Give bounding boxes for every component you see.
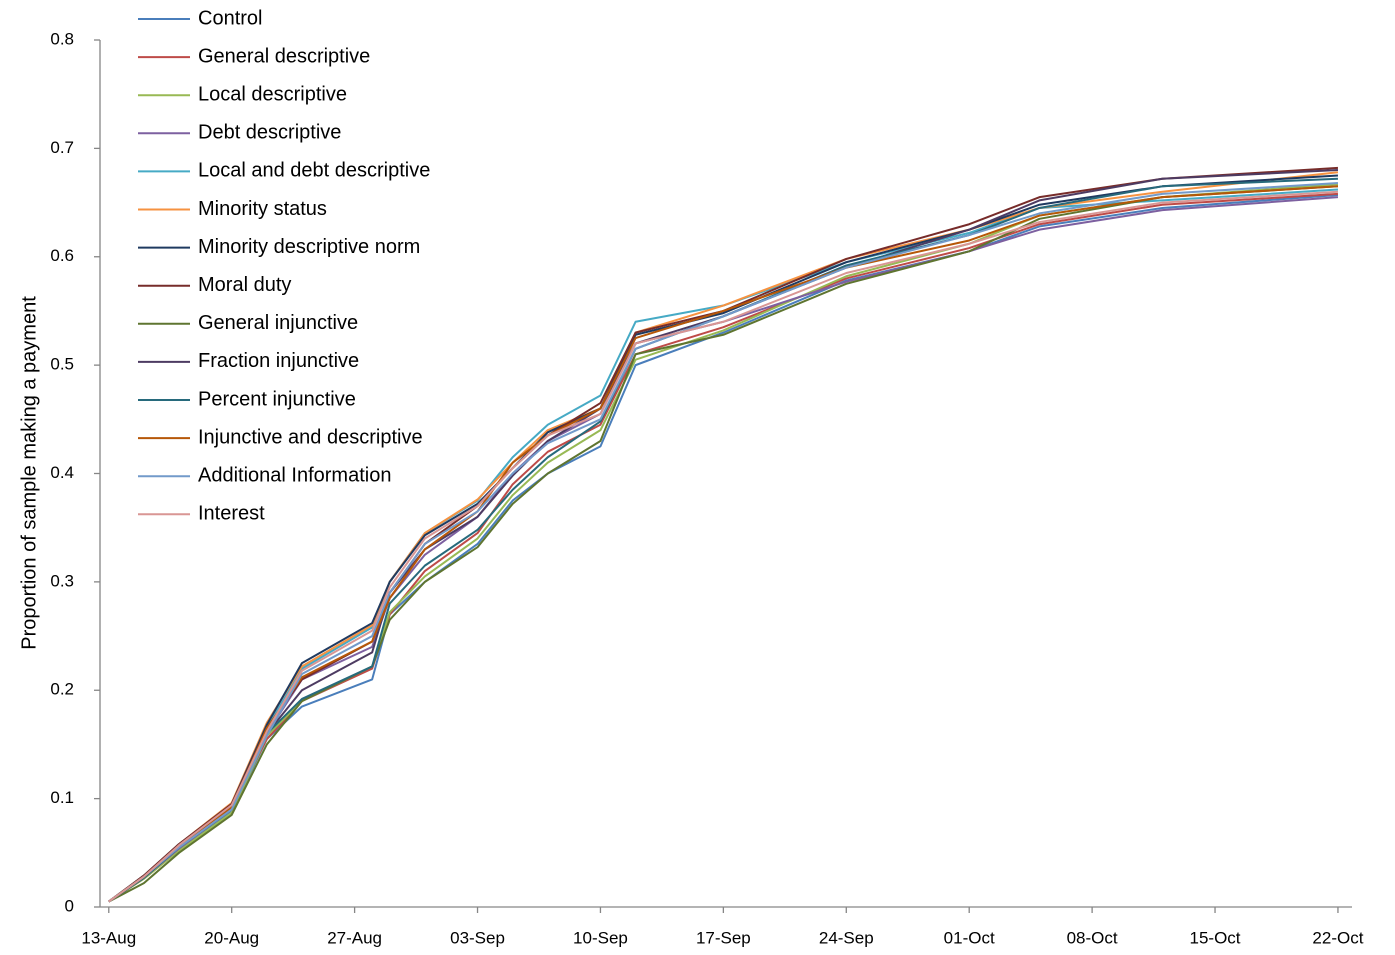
y-tick-label: 0 [65, 896, 74, 915]
legend-label: Additional Information [198, 464, 391, 486]
y-tick-label: 0.3 [50, 571, 74, 590]
y-tick-label: 0.6 [50, 246, 74, 265]
legend-label: Minority descriptive norm [198, 236, 420, 258]
x-tick-label: 20-Aug [204, 928, 259, 947]
series-line [108, 182, 1339, 903]
y-axis-label: Proportion of sample making a payment [18, 296, 40, 650]
series-line [108, 190, 1339, 903]
y-tick-label: 0.5 [50, 355, 74, 374]
series-line [108, 185, 1339, 903]
legend-label: General descriptive [198, 45, 370, 67]
legend-label: Fraction injunctive [198, 350, 359, 372]
legend-label: General injunctive [198, 312, 358, 334]
x-tick-label: 13-Aug [81, 928, 136, 947]
series-line [108, 171, 1339, 903]
legend-label: Control [198, 7, 262, 29]
y-tick-label: 0.8 [50, 29, 74, 48]
y-tick-label: 0.2 [50, 680, 74, 699]
legend-label: Interest [198, 503, 265, 525]
series-line [108, 193, 1339, 903]
x-tick-label: 22-Oct [1312, 928, 1363, 947]
series-line [108, 188, 1339, 903]
series-line [108, 185, 1339, 903]
legend-label: Local and debt descriptive [198, 160, 430, 182]
series-line [108, 177, 1338, 903]
series-line [108, 196, 1339, 903]
series-line [108, 174, 1339, 903]
x-tick-label: 27-Aug [327, 928, 382, 947]
x-tick-label: 24-Sep [819, 928, 874, 947]
x-tick-label: 08-Oct [1067, 928, 1118, 947]
legend-label: Moral duty [198, 274, 291, 296]
series-line [108, 166, 1339, 903]
y-tick-label: 0.4 [50, 463, 74, 482]
x-tick-label: 15-Oct [1190, 928, 1241, 947]
x-tick-label: 17-Sep [696, 928, 751, 947]
series-line [108, 183, 1339, 903]
legend-label: Percent injunctive [198, 388, 356, 410]
x-tick-label: 10-Sep [573, 928, 628, 947]
legend-label: Local descriptive [198, 83, 347, 105]
y-tick-label: 0.7 [50, 138, 74, 157]
legend-label: Injunctive and descriptive [198, 426, 423, 448]
x-tick-label: 01-Oct [944, 928, 995, 947]
series-line [108, 192, 1339, 903]
x-tick-label: 03-Sep [450, 928, 505, 947]
legend-label: Debt descriptive [198, 122, 341, 144]
series-line [108, 169, 1338, 903]
legend-label: Minority status [198, 198, 327, 220]
y-tick-label: 0.1 [50, 788, 74, 807]
